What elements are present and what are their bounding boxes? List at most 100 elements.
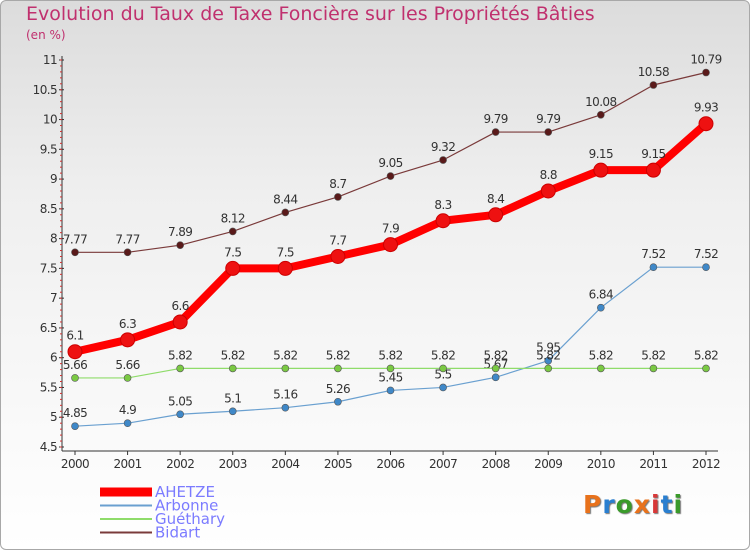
y-tick-label: 11	[43, 53, 57, 67]
x-tick-label: 2003	[219, 457, 247, 471]
data-point-arbonne	[597, 303, 605, 312]
data-point-bidart	[386, 172, 395, 180]
x-tick-label: 2000	[61, 457, 89, 471]
data-point-ahetze	[67, 344, 83, 360]
legend-label-guethary: Guéthary	[155, 510, 225, 528]
data-point-bidart	[597, 110, 605, 119]
data-label-arbonne: 5.05	[168, 394, 192, 408]
data-label-bidart: 10.79	[690, 53, 721, 67]
data-point-ahetze	[488, 207, 504, 223]
x-tick-label: 2002	[166, 457, 194, 471]
data-label-ahetze: 9.15	[589, 147, 613, 161]
data-label-ahetze: 8.8	[540, 168, 557, 182]
x-tick-label: 2006	[376, 457, 404, 471]
data-label-guethary: 5.82	[326, 348, 350, 362]
data-label-arbonne: 4.9	[119, 403, 136, 417]
data-label-bidart: 9.79	[536, 112, 560, 126]
data-label-arbonne: 5.95	[536, 341, 560, 355]
y-tick-label: 5	[50, 410, 57, 424]
data-point-guethary	[228, 364, 237, 373]
data-point-bidart	[334, 193, 342, 201]
data-point-bidart	[439, 156, 447, 164]
y-tick-label: 9	[50, 172, 57, 186]
data-point-ahetze	[593, 162, 609, 178]
data-point-guethary	[491, 364, 500, 373]
chart-title: Evolution du Taux de Taxe Foncière sur l…	[26, 3, 595, 25]
data-point-ahetze	[277, 260, 293, 276]
data-label-guethary: 5.82	[221, 348, 245, 362]
data-point-bidart	[649, 81, 658, 89]
data-point-bidart	[702, 68, 710, 77]
data-label-ahetze: 8.4	[487, 192, 504, 206]
data-label-guethary: 5.66	[63, 358, 87, 372]
y-tick-label: 5.5	[40, 380, 57, 394]
x-tick-label: 2009	[534, 457, 562, 471]
data-point-arbonne	[702, 263, 710, 271]
data-label-arbonne: 6.84	[589, 288, 613, 302]
data-label-arbonne: 5.26	[326, 382, 350, 396]
x-tick-label: 2005	[324, 457, 352, 471]
y-tick-label: 10	[43, 113, 57, 127]
x-tick-label: 2011	[639, 457, 667, 471]
data-label-ahetze: 9.93	[694, 101, 718, 115]
data-label-ahetze: 7.9	[382, 222, 399, 236]
data-point-ahetze	[435, 213, 451, 229]
data-point-arbonne	[176, 410, 184, 419]
data-label-bidart: 9.32	[431, 140, 455, 154]
data-point-ahetze	[172, 314, 188, 330]
y-tick-label: 8.5	[40, 202, 57, 216]
data-point-guethary	[439, 364, 447, 373]
data-point-guethary	[71, 374, 79, 382]
data-label-ahetze: 7.5	[277, 245, 294, 259]
data-label-arbonne: 5.1	[224, 391, 241, 405]
data-point-ahetze	[330, 248, 346, 264]
data-label-bidart: 10.08	[585, 95, 616, 109]
data-label-arbonne: 7.52	[641, 247, 665, 261]
data-point-arbonne	[544, 356, 553, 365]
data-label-guethary: 5.82	[589, 348, 613, 362]
data-point-arbonne	[228, 407, 237, 416]
data-label-ahetze: 6.1	[66, 329, 83, 343]
data-point-arbonne	[491, 373, 500, 382]
data-label-guethary: 5.82	[431, 348, 455, 362]
data-point-ahetze	[698, 116, 714, 132]
data-label-arbonne: 5.45	[378, 370, 402, 384]
data-label-bidart: 7.77	[63, 232, 87, 246]
y-tick-label: 4.5	[40, 440, 57, 454]
data-label-ahetze: 7.5	[224, 245, 241, 259]
data-point-bidart	[123, 248, 132, 257]
data-point-ahetze	[225, 260, 241, 276]
y-tick-label: 6	[50, 351, 57, 365]
legend-label-ahetze: AHETZE	[155, 483, 215, 501]
data-label-guethary: 5.82	[641, 348, 665, 362]
chart-unit-label: (en %)	[26, 28, 66, 42]
data-point-arbonne	[386, 386, 395, 395]
data-point-guethary	[649, 364, 658, 373]
data-point-bidart	[281, 208, 290, 217]
data-point-guethary	[702, 364, 710, 373]
x-tick-label: 2001	[114, 457, 142, 471]
data-label-guethary: 5.82	[168, 348, 192, 362]
data-point-ahetze	[120, 332, 136, 348]
data-label-arbonne: 5.5	[434, 367, 451, 381]
data-label-bidart: 10.58	[638, 65, 669, 79]
data-point-bidart	[491, 128, 500, 136]
data-label-ahetze: 9.15	[641, 147, 665, 161]
data-point-bidart	[228, 227, 237, 236]
data-point-arbonne	[649, 263, 658, 271]
data-label-bidart: 7.89	[168, 225, 192, 239]
x-tick-label: 2004	[271, 457, 299, 471]
data-label-bidart: 7.77	[115, 232, 139, 246]
proxiti-logo: Proxiti	[583, 490, 684, 519]
data-label-bidart: 8.44	[273, 192, 297, 206]
y-tick-label: 7.5	[40, 261, 57, 275]
data-point-ahetze	[645, 162, 661, 178]
data-point-arbonne	[334, 397, 342, 406]
data-point-bidart	[544, 128, 553, 136]
data-point-guethary	[597, 364, 605, 373]
y-tick-label: 9.5	[40, 142, 57, 156]
y-tick-label: 6.5	[40, 321, 57, 335]
legend-label-bidart: Bidart	[155, 524, 200, 542]
data-point-guethary	[386, 364, 395, 373]
